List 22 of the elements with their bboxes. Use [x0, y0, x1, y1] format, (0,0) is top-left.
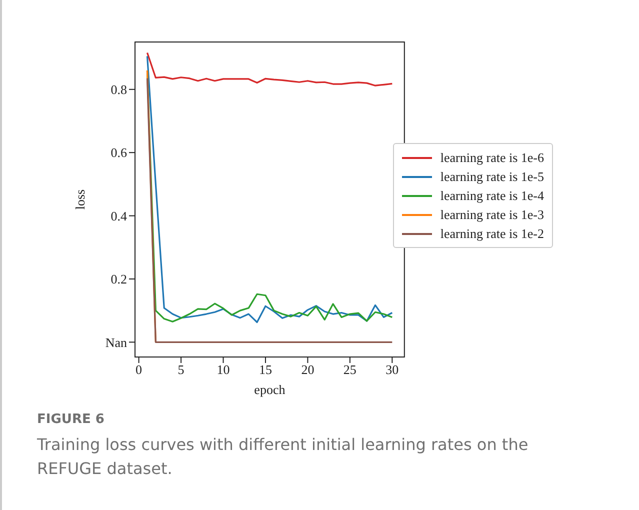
x-tick-label: 0 [136, 362, 142, 378]
legend-label: learning rate is 1e-2 [440, 225, 544, 243]
x-tick-label: 20 [301, 362, 314, 378]
legend-label: learning rate is 1e-4 [440, 187, 544, 205]
caption: FIGURE 6 [37, 412, 106, 427]
x-tick-label: 5 [178, 362, 184, 378]
legend-label: learning rate is 1e-3 [440, 206, 544, 224]
y-tick-label: 0.2 [110, 272, 127, 287]
y-axis-title: loss [72, 189, 88, 210]
y-tick-label: 0.8 [110, 82, 127, 98]
x-axis-title: epoch [254, 382, 286, 397]
legend-label: learning rate is 1e-6 [440, 149, 544, 167]
y-tick-label: 0.4 [110, 208, 128, 224]
legend-label: learning rate is 1e-5 [440, 168, 544, 186]
line-series [146, 52, 393, 86]
y-tick-label: 0.6 [110, 145, 128, 160]
x-tick-label: 10 [216, 362, 230, 378]
x-tick-label: 25 [343, 362, 356, 378]
text: Training loss curves with different initial learning rates on the REFUGE dataset. [37, 434, 530, 480]
x-tick-label: 15 [258, 362, 272, 378]
x-tick-label: 30 [386, 362, 399, 378]
y-tick-label: Nan [105, 334, 128, 350]
